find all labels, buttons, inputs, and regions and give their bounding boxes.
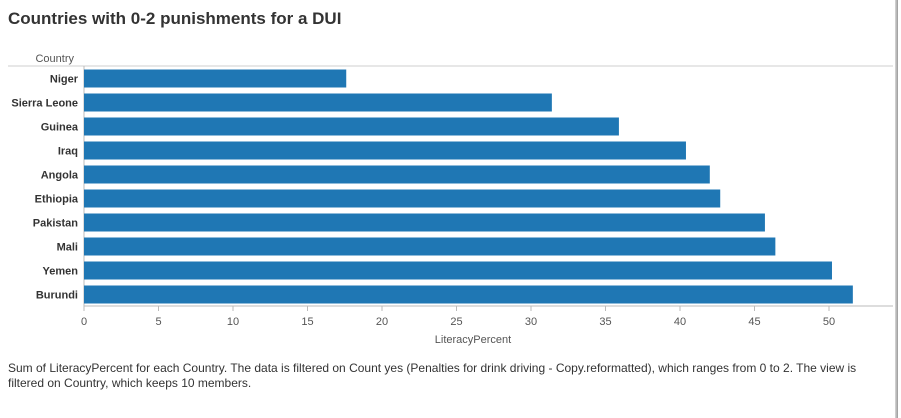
x-tick-label: 50 <box>823 316 835 328</box>
bar-sierra-leone <box>84 93 552 112</box>
bar-mali <box>84 237 776 256</box>
x-axis-label: LiteracyPercent <box>435 334 511 346</box>
row-header: Country <box>35 53 74 65</box>
bar-burundi <box>84 285 853 304</box>
x-tick-label: 0 <box>81 316 87 328</box>
category-label: Pakistan <box>33 218 79 230</box>
x-tick-label: 25 <box>450 316 462 328</box>
bar-angola <box>84 165 710 184</box>
bars-group <box>84 69 853 304</box>
category-label: Yemen <box>43 266 79 278</box>
category-labels-group: Niger Sierra Leone Guinea Iraq Angola Ethiopi… <box>11 74 79 302</box>
x-tick-label: 35 <box>599 316 611 328</box>
bar-niger <box>84 69 347 88</box>
category-label: Mali <box>57 242 78 254</box>
chart-title: Countries with 0-2 punishments for a DUI <box>8 9 342 28</box>
category-label: Sierra Leone <box>11 98 78 110</box>
category-label: Niger <box>50 74 79 86</box>
bar-chart: Country Niger Sierra Leone Guinea Iraq Angol… <box>8 53 893 346</box>
category-label: Ethiopia <box>35 194 79 206</box>
x-tick-label: 10 <box>227 316 239 328</box>
category-label: Burundi <box>36 290 78 302</box>
bar-iraq <box>84 141 686 160</box>
category-label: Angola <box>41 170 79 182</box>
x-tick-label: 15 <box>301 316 313 328</box>
x-tick-label: 5 <box>155 316 161 328</box>
bar-yemen <box>84 261 832 280</box>
x-tick-label: 40 <box>674 316 686 328</box>
x-tick-label: 20 <box>376 316 388 328</box>
bar-pakistan <box>84 213 765 232</box>
bar-guinea <box>84 117 619 136</box>
x-tick-label: 30 <box>525 316 537 328</box>
category-label: Guinea <box>41 122 79 134</box>
category-label: Iraq <box>58 146 78 158</box>
chart-caption: Sum of LiteracyPercent for each Country.… <box>8 361 857 390</box>
panel-border <box>895 0 898 418</box>
x-tick-label: 45 <box>748 316 760 328</box>
bar-ethiopia <box>84 189 721 208</box>
x-ticks-group: 0 5 10 15 20 25 30 35 40 45 50 <box>81 306 835 328</box>
